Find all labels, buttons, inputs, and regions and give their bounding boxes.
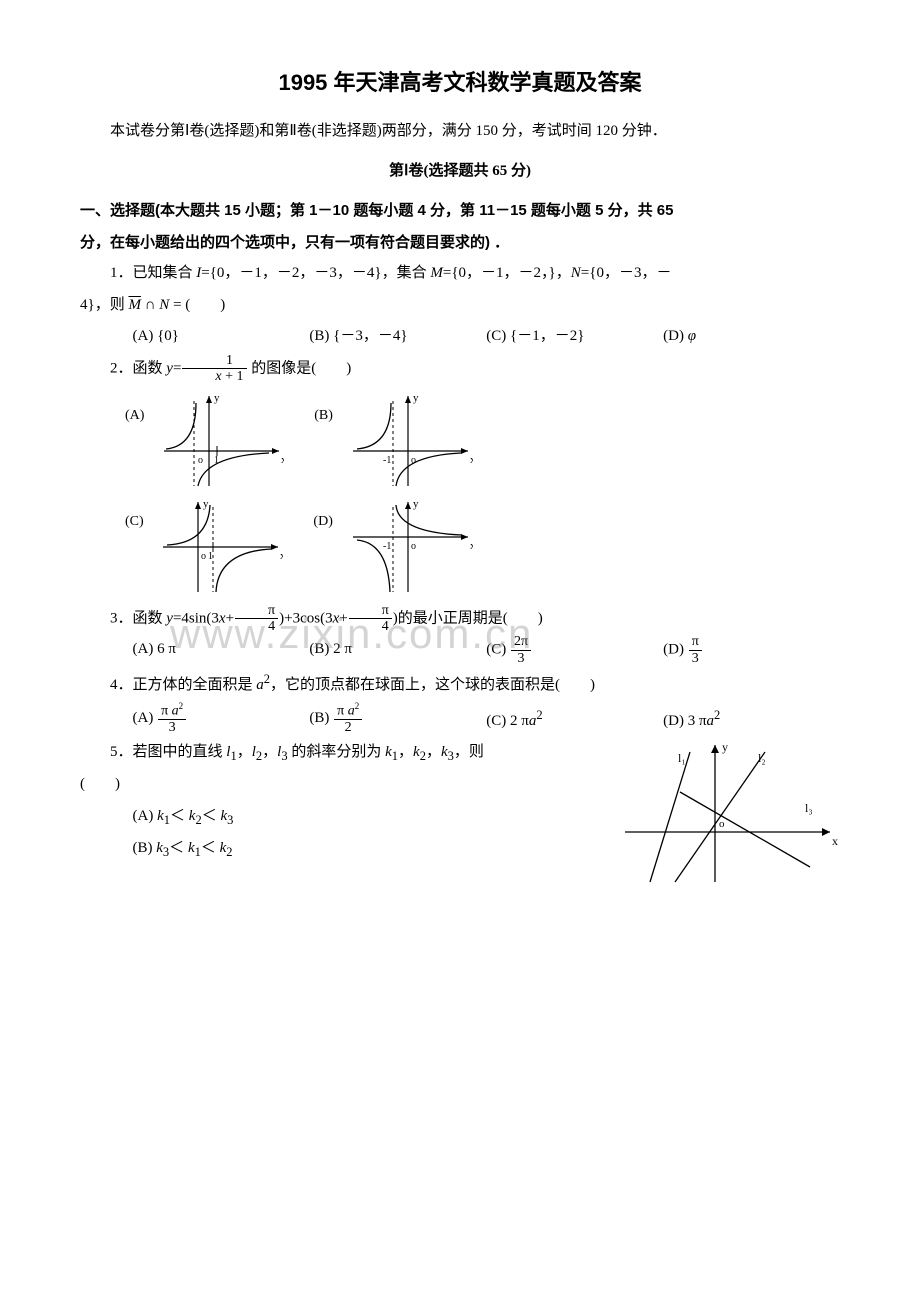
q2-text-b: 的图像是( ) — [251, 360, 351, 376]
q2-graph-a: x y o 1 — [154, 391, 284, 491]
q2-graph-c: x y o 1 — [153, 497, 283, 597]
q5-opt-b: (B) k3＜ k1＜ k2 — [80, 833, 620, 865]
q3-opt-b: (B) 2 π — [309, 634, 486, 666]
svg-text:o: o — [198, 455, 203, 466]
exam-intro: 本试卷分第Ⅰ卷(选择题)和第Ⅱ卷(非选择题)两部分，满分 150 分，考试时间 … — [80, 116, 840, 148]
q1-text-d: ={0，－3，－ — [581, 265, 672, 281]
q2-graph-d: x y o -1 — [343, 497, 473, 597]
question-3: 3．函数 y=4sin(3x+π4)+3cos(3x+π4)的最小正周期是( ) — [80, 603, 840, 635]
q1-opt-a: (A) {0} — [133, 321, 310, 353]
svg-text:y: y — [413, 498, 419, 510]
q1-cont: 4}，则 M ∩ N = ( ) — [80, 290, 840, 322]
section1-line1: 一、选择题(本大题共 15 小题；第 1－10 题每小题 4 分，第 11－15… — [80, 202, 673, 219]
q4-text-a: 4．正方体的全面积是 — [110, 677, 256, 693]
q4-opt-a: (A) π a23 — [133, 702, 310, 738]
question-1: 1．已知集合 I={0，－1，－2，－3，－4}，集合 M={0，－1，－2，}… — [80, 258, 840, 290]
svg-text:x: x — [280, 550, 283, 562]
q3-opt-d: (D) π3 — [663, 634, 840, 666]
q1-text-b: ={0，－1，－2，－3，－4}，集合 — [201, 265, 430, 281]
question-4: 4．正方体的全面积是 a2，它的顶点都在球面上，这个球的表面积是( ) — [80, 666, 840, 702]
page-title: 1995 年天津高考文科数学真题及答案 — [80, 60, 840, 106]
q1-text-e: 4}，则 — [80, 297, 128, 313]
svg-text:o: o — [719, 818, 725, 830]
q4-opt-b: (B) π a22 — [309, 702, 486, 738]
svg-text:x: x — [470, 454, 473, 466]
svg-text:1: 1 — [208, 551, 213, 562]
q5-text-d: 的斜率分别为 — [288, 744, 386, 760]
q2-label-d: (D) — [313, 507, 332, 536]
q2-label-c: (C) — [125, 507, 144, 536]
q3-text-a: 3．函数 — [110, 610, 166, 626]
svg-text:x: x — [470, 540, 473, 552]
q2-label-a: (A) — [125, 401, 144, 430]
q5-figure: x y o l₁ l₂ l₃ — [620, 737, 840, 887]
q5-opt-a: (A) k1＜ k2＜ k3 — [80, 801, 620, 833]
q3-opt-a: (A) 6 π — [133, 634, 310, 666]
q2-graph-b: x y o -1 — [343, 391, 473, 491]
q2-text-a: 2．函数 — [110, 360, 166, 376]
svg-text:x: x — [281, 454, 284, 466]
svg-text:y: y — [214, 392, 220, 404]
svg-text:-1: -1 — [383, 455, 391, 466]
q4-options: (A) π a23 (B) π a22 (C) 2 πa2 (D) 3 πa2 — [80, 702, 840, 738]
question-5: 5．若图中的直线 l1，l2，l3 的斜率分别为 k1，k2，k3，则 — [80, 737, 620, 769]
section1-line2: 分，在每小题给出的四个选项中，只有一项有符合题目要求的) ． — [80, 234, 509, 251]
q5-text-a: 5．若图中的直线 — [110, 744, 226, 760]
q2-label-b: (B) — [314, 401, 333, 430]
q3-text-d: )的最小正周期是( ) — [393, 610, 543, 626]
svg-text:o: o — [411, 541, 416, 552]
q3-options: (A) 6 π (B) 2 π (C) 2π3 (D) π3 — [80, 634, 840, 666]
section1-label: 一、选择题(本大题共 15 小题；第 1－10 题每小题 4 分，第 11－15… — [80, 195, 840, 258]
svg-text:x: x — [832, 834, 838, 848]
q1-opt-b: (B) {－3，－4} — [309, 321, 486, 353]
q5-paren: ( ) — [80, 769, 620, 801]
q4-opt-c: (C) 2 πa2 — [486, 702, 663, 738]
q4-opt-d: (D) 3 πa2 — [663, 702, 840, 738]
svg-text:l₂: l₂ — [758, 751, 766, 765]
svg-text:o: o — [201, 551, 206, 562]
svg-text:y: y — [413, 392, 419, 404]
q1-text-a: 1．已知集合 — [110, 265, 196, 281]
q1-text-f: = ( ) — [169, 297, 225, 313]
q1-opt-d: (D) φ — [663, 321, 840, 353]
q3-text-b: =4sin(3 — [173, 610, 219, 626]
svg-text:-1: -1 — [383, 541, 391, 552]
q3-text-c: )+3cos(3 — [279, 610, 332, 626]
q1-text-c: ={0，－1，－2，}， — [443, 265, 571, 281]
q1-options: (A) {0} (B) {－3，－4} (C) {－1，－2} (D) φ — [80, 321, 840, 353]
svg-text:l₃: l₃ — [805, 801, 813, 815]
svg-text:y: y — [722, 740, 728, 754]
q2-graphs-row1: (A) x y o 1 (B) x y o -1 — [125, 391, 840, 491]
part1-header: 第Ⅰ卷(选择题共 65 分) — [80, 156, 840, 188]
q3-opt-c: (C) 2π3 — [486, 634, 663, 666]
q1-opt-c: (C) {－1，－2} — [486, 321, 663, 353]
question-2: 2．函数 y=1x + 1 的图像是( ) — [80, 353, 840, 385]
q2-graphs-row2: (C) x y o 1 (D) x y o -1 — [125, 497, 840, 597]
svg-text:l₁: l₁ — [678, 751, 686, 765]
q4-text-b: ，它的顶点都在球面上，这个球的表面积是( ) — [270, 677, 595, 693]
question-5-wrap: 5．若图中的直线 l1，l2，l3 的斜率分别为 k1，k2，k3，则 ( ) … — [80, 737, 840, 887]
svg-text:y: y — [203, 498, 209, 510]
